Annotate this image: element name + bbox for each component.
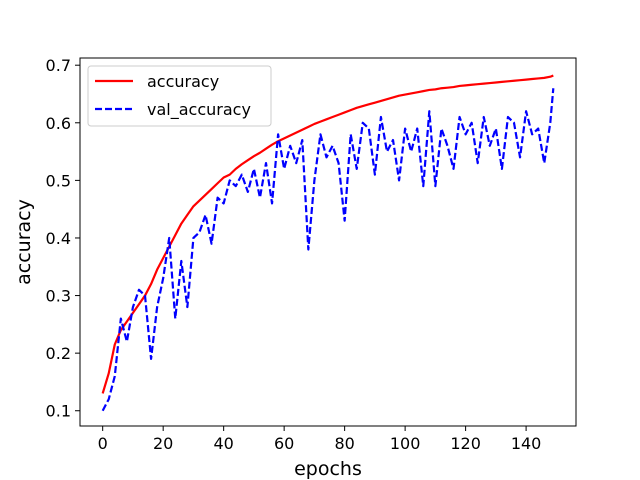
plot-series [101, 74, 555, 412]
x-tick-label: 20 [153, 434, 173, 453]
y-axis: 0.1 0.2 0.3 0.4 0.5 0.6 0.7 [46, 56, 80, 421]
x-tick-label: 80 [334, 434, 354, 453]
legend-label-accuracy: accuracy [147, 72, 219, 91]
legend-label-val-accuracy: val_accuracy [147, 100, 251, 120]
y-tick-label: 0.5 [46, 171, 71, 190]
plot-frame [79, 57, 577, 427]
x-tick-label: 0 [98, 434, 108, 453]
legend: accuracy val_accuracy [87, 65, 272, 127]
legend-box [87, 65, 272, 127]
series-line-val-accuracy [101, 88, 555, 412]
x-axis-label: epochs [294, 458, 362, 480]
y-tick-label: 0.2 [46, 344, 71, 363]
y-tick-label: 0.1 [46, 402, 71, 421]
x-axis: 0 20 40 60 80 100 120 140 [98, 426, 542, 453]
x-tick-label: 100 [390, 434, 421, 453]
series-line-accuracy [101, 74, 554, 394]
x-tick-label: 120 [450, 434, 481, 453]
y-tick-label: 0.7 [46, 56, 71, 75]
y-tick-label: 0.6 [46, 114, 71, 133]
x-tick-label: 140 [511, 434, 542, 453]
y-tick-label: 0.4 [46, 229, 71, 248]
y-tick-label: 0.3 [46, 287, 71, 306]
x-tick-label: 40 [213, 434, 233, 453]
x-tick-label: 60 [274, 434, 294, 453]
y-axis-label: accuracy [13, 199, 35, 285]
